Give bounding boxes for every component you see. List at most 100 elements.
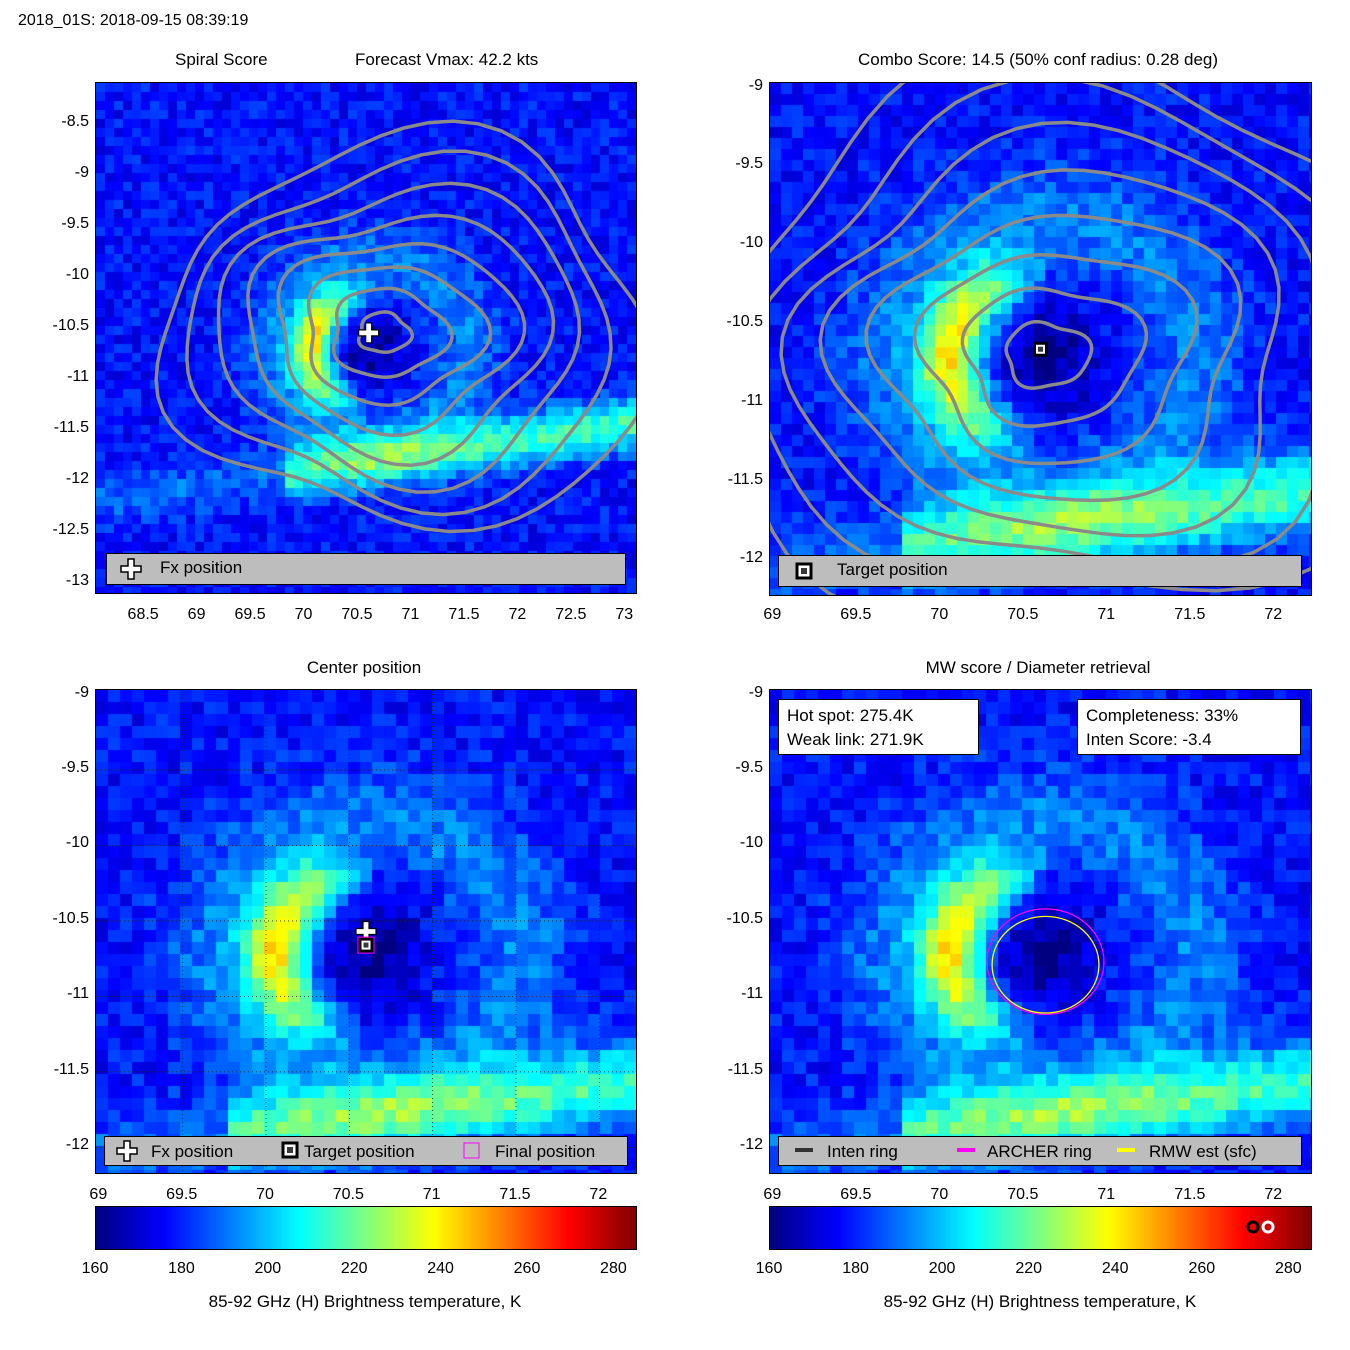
brightness-heatmap xyxy=(770,690,1311,1173)
y-tick-label: -9.5 xyxy=(61,214,89,232)
pressure-contour xyxy=(306,265,493,408)
mw-legend: Inten ring ARCHER ring RMW est (sfc) xyxy=(778,1136,1302,1166)
center-title: Center position xyxy=(306,658,422,677)
x-tick-label: 69 xyxy=(89,1186,108,1203)
completeness-text: Completeness: 33% xyxy=(1086,706,1239,725)
combo-overlay xyxy=(770,83,1311,595)
y-tick-label: -11 xyxy=(67,367,89,385)
x-tick-label: 69 xyxy=(187,606,206,623)
spiral-plot: Fx position xyxy=(95,82,637,594)
x-tick-label: 71 xyxy=(422,1186,441,1203)
x-tick-label: 70.5 xyxy=(341,606,373,623)
x-tick-label: 70 xyxy=(256,1186,274,1203)
x-tick-label: 69.5 xyxy=(166,1186,198,1203)
y-tick-label: -10 xyxy=(65,265,89,283)
pressure-contour xyxy=(960,286,1149,428)
x-tick-label: 71.5 xyxy=(448,606,480,623)
pressure-contour xyxy=(1004,319,1094,390)
rmw-ring xyxy=(991,915,1100,1014)
archer-ring-swatch-icon xyxy=(957,1148,975,1152)
y-tick-label: -9 xyxy=(74,683,89,701)
y-tick-label: -10.5 xyxy=(52,909,89,927)
mw-title: MW score / Diameter retrieval xyxy=(925,658,1151,677)
center-overlay xyxy=(96,690,636,1173)
y-tick-label: -12 xyxy=(739,549,763,567)
hotspot-box: Hot spot: 275.4K Weak link: 271.9K xyxy=(778,699,979,755)
inten-ring-swatch-icon xyxy=(795,1148,813,1152)
colorbar-tick-label: 180 xyxy=(168,1260,195,1277)
pressure-contour xyxy=(331,286,454,379)
fx-plus-icon xyxy=(116,1140,138,1162)
x-tick-label: 71 xyxy=(1097,606,1116,623)
colorbar-tick-label: 220 xyxy=(340,1260,368,1277)
colorbar-tick-label: 180 xyxy=(842,1260,869,1277)
x-tick-label: 72 xyxy=(1264,1186,1283,1203)
colorbar-tick-label: 280 xyxy=(600,1260,627,1277)
archer-ring xyxy=(986,908,1105,1016)
center-plot: Fx position Target position Final positi… xyxy=(95,689,637,1174)
fx-position-marker xyxy=(358,322,380,344)
x-tick-label: 71.5 xyxy=(1174,606,1206,623)
spiral-overlay xyxy=(154,119,636,534)
inten-score-text: Inten Score: -3.4 xyxy=(1086,730,1212,749)
y-tick-label: -9 xyxy=(748,76,763,94)
legend-fx-label: Fx position xyxy=(160,558,243,577)
x-tick-label: 72 xyxy=(589,1186,608,1203)
pressure-contour xyxy=(770,83,1311,593)
x-tick-label: 70 xyxy=(294,606,313,623)
y-tick-label: -10.5 xyxy=(52,316,89,334)
combo-title: Combo Score: 14.5 (50% conf radius: 0.28… xyxy=(857,50,1219,69)
colorbar-right xyxy=(769,1206,1312,1250)
x-tick-label: 73 xyxy=(615,606,634,623)
colorbar-tick-label: 160 xyxy=(755,1260,783,1277)
colorbar-tick-label: 200 xyxy=(254,1260,282,1277)
y-tick-label: -12 xyxy=(739,1136,763,1154)
y-tick-label: -10.5 xyxy=(726,313,763,331)
x-tick-label: 69.5 xyxy=(840,1186,872,1203)
colorbar-tick-label: 280 xyxy=(1275,1260,1302,1277)
x-tick-label: 69 xyxy=(763,1186,782,1203)
colorbar-label-right: 85-92 GHz (H) Brightness temperature, K xyxy=(883,1292,1197,1311)
weak-link-text: Weak link: 271.9K xyxy=(787,730,924,749)
mw-plot: Hot spot: 275.4K Weak link: 271.9K Compl… xyxy=(769,689,1312,1174)
y-tick-label: -11.5 xyxy=(727,1060,763,1078)
y-tick-label: -11 xyxy=(67,985,89,1003)
y-tick-label: -11.5 xyxy=(53,418,89,436)
pressure-contour xyxy=(912,252,1199,466)
colorbar-label-left: 85-92 GHz (H) Brightness temperature, K xyxy=(208,1292,522,1311)
spiral-legend: Fx position xyxy=(106,553,626,585)
y-tick-label: -11 xyxy=(741,985,763,1003)
y-tick-label: -9 xyxy=(74,163,89,181)
y-tick-label: -13 xyxy=(65,571,89,589)
final-square-icon xyxy=(463,1142,480,1159)
target-position-marker xyxy=(358,937,374,953)
pressure-contour xyxy=(276,242,527,438)
pressure-contour xyxy=(154,119,636,534)
rmw-ring-swatch-icon xyxy=(1117,1148,1135,1152)
pressure-contour xyxy=(216,181,582,494)
x-tick-label: 69.5 xyxy=(234,606,266,623)
x-tick-label: 72 xyxy=(508,606,527,623)
legend-fx-label: Fx position xyxy=(151,1142,234,1161)
target-square-icon xyxy=(281,1141,299,1159)
y-tick-label: -10 xyxy=(65,834,89,852)
pressure-contour xyxy=(185,149,613,517)
colorbar-tick-label: 160 xyxy=(81,1260,109,1277)
y-tick-label: -9.5 xyxy=(735,155,763,173)
colorbar-tick-label: 260 xyxy=(1188,1260,1216,1277)
x-tick-label: 70.5 xyxy=(1007,606,1039,623)
x-tick-label: 72.5 xyxy=(555,606,587,623)
x-tick-label: 68.5 xyxy=(127,606,159,623)
figure-title: 2018_01S: 2018-09-15 08:39:19 xyxy=(18,12,249,29)
pressure-contour xyxy=(818,168,1281,538)
y-tick-label: -10 xyxy=(739,834,763,852)
x-tick-label: 71.5 xyxy=(499,1186,531,1203)
colorbar-tick-label: 260 xyxy=(513,1260,541,1277)
colorbar-tick-label: 220 xyxy=(1015,1260,1043,1277)
fx-plus-icon xyxy=(120,558,142,580)
pressure-contour xyxy=(864,213,1243,503)
hot-spot-text: Hot spot: 275.4K xyxy=(787,706,914,725)
colorbar-tick-label: 200 xyxy=(928,1260,956,1277)
colorbar-tick-label: 240 xyxy=(1101,1260,1129,1277)
y-tick-label: -11.5 xyxy=(53,1060,89,1078)
